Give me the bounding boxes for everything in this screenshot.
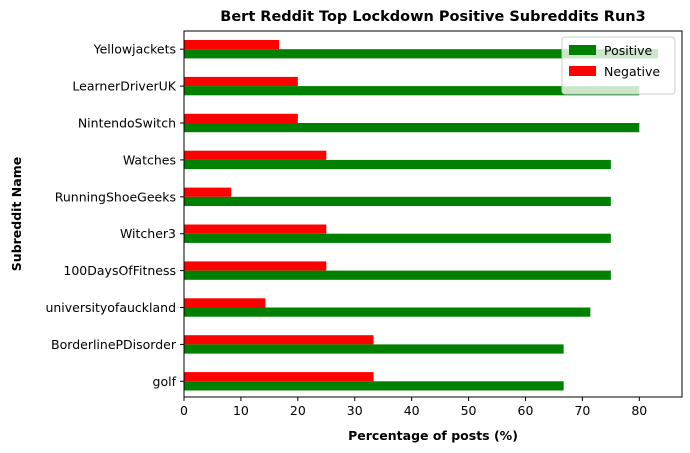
bar-positive-Yellowjackets [184,49,659,59]
bar-positive-100DaysOfFitness [184,270,611,280]
bar-positive-universityofauckland [184,307,591,317]
x-tick-label: 80 [631,403,647,418]
x-tick-label: 60 [518,403,534,418]
y-tick-label: LearnerDriverUK [72,79,176,94]
bar-positive-Witcher3 [184,233,611,243]
bar-positive-LearnerDriverUK [184,86,640,96]
legend-label-negative: Negative [604,64,660,79]
bar-negative-BorderlinePDisorder [184,335,374,345]
bar-positive-Watches [184,159,611,170]
bars-layer [184,40,659,391]
y-tick-label: Witcher3 [120,226,176,241]
x-axis-label: Percentage of posts (%) [348,428,518,443]
bar-positive-RunningShoeGeeks [184,196,611,206]
x-tick-label: 40 [404,403,420,418]
bar-negative-Witcher3 [184,224,327,234]
chart-title: Bert Reddit Top Lockdown Positive Subred… [220,9,645,25]
y-tick-label: Watches [123,152,176,167]
bar-negative-golf [184,372,374,382]
legend-swatch-negative [569,66,596,76]
bar-negative-LearnerDriverUK [184,76,298,87]
legend: Positive Negative [561,36,676,95]
y-tick-label: Yellowjackets [93,42,176,57]
legend-label-positive: Positive [604,43,652,58]
bar-negative-100DaysOfFitness [184,261,327,271]
x-tick-label: 20 [290,403,306,418]
bar-negative-Yellowjackets [184,40,280,50]
bar-positive-NintendoSwitch [184,123,640,133]
ticks-layer: golf BorderlinePDisorder universityofauckl… [45,42,647,418]
legend-swatch-positive [569,45,596,55]
bar-negative-NintendoSwitch [184,113,298,123]
bar-positive-BorderlinePDisorder [184,344,564,354]
axes-layer [183,30,683,398]
x-tick-label: 0 [180,403,188,418]
y-tick-label: BorderlinePDisorder [51,337,177,352]
y-tick-label: NintendoSwitch [78,116,176,131]
bar-negative-universityofauckland [184,298,266,308]
y-tick-label: golf [153,374,177,389]
plot-frame [183,30,683,398]
y-axis-label: Subreddit Name [9,157,24,271]
bar-negative-Watches [184,150,327,160]
bar-positive-golf [184,381,564,391]
x-tick-label: 70 [574,403,590,418]
y-tick-label: RunningShoeGeeks [55,189,176,204]
y-tick-label: 100DaysOfFitness [63,263,176,278]
bar-negative-RunningShoeGeeks [184,187,232,197]
y-tick-label: universityofauckland [45,300,176,315]
x-tick-label: 30 [347,403,363,418]
x-tick-label: 50 [461,403,477,418]
x-tick-label: 10 [233,403,249,418]
